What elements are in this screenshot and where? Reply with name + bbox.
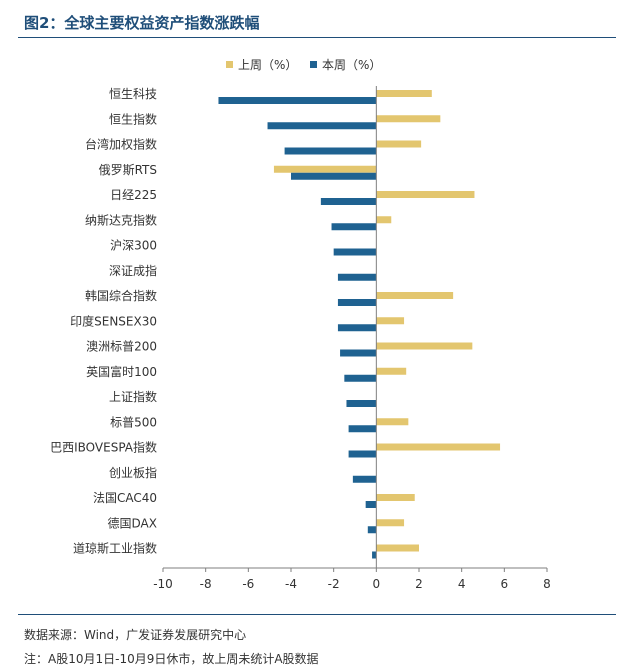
bar-last-week-12: [376, 367, 407, 375]
bar-this-week-15: [348, 450, 377, 458]
category-label-6: 纳斯达克指数: [85, 212, 157, 227]
source-note: 数据来源：Wind，广发证券发展研究中心: [24, 628, 247, 642]
bar-last-week-17: [376, 494, 415, 501]
bar-this-week-12: [344, 374, 377, 382]
category-label-7: 沪深300: [110, 239, 157, 253]
bar-last-week-9: [376, 292, 454, 299]
category-label-19: 道琼斯工业指数: [73, 541, 157, 556]
category-label-5: 日经225: [110, 188, 157, 202]
chart-title: 图2：全球主要权益资产指数涨跌幅: [24, 14, 260, 32]
legend: 上周（%） 本周（%）: [226, 58, 381, 72]
bar-last-week-10: [376, 317, 405, 325]
bar-last-week-11: [376, 342, 473, 350]
bar-last-week-6: [376, 216, 392, 224]
category-label-13: 上证指数: [109, 389, 157, 404]
x-tick-label-9: 6: [501, 577, 509, 591]
bar-this-week-5: [320, 198, 377, 205]
footer-divider: [18, 614, 616, 615]
category-label-14: 标普500: [110, 415, 157, 429]
bar-this-week-16: [352, 475, 377, 483]
bar-last-week-19: [376, 544, 419, 552]
category-label-16: 创业板指: [109, 465, 157, 480]
bar-this-week-17: [365, 501, 377, 508]
legend-swatch-1: [226, 61, 233, 68]
x-tick-label-8: 4: [458, 577, 466, 591]
bar-last-week-15: [376, 443, 501, 451]
bar-last-week-3: [376, 140, 422, 148]
bar-this-week-19: [372, 551, 377, 559]
bar-this-week-18: [367, 526, 377, 534]
bar-this-week-2: [267, 122, 377, 130]
category-label-1: 恒生科技: [109, 87, 157, 101]
x-tick-label-6: 0: [373, 577, 381, 591]
bar-this-week-3: [284, 147, 377, 155]
x-axis: -10 -8 -6 -4 -2 0 2 4 6 8: [153, 86, 551, 591]
legend-swatch-2: [310, 61, 317, 68]
x-tick-label-10: 8: [543, 577, 551, 591]
bar-this-week-7: [333, 248, 377, 256]
bar-this-week-4: [291, 172, 377, 180]
category-label-18: 德国DAX: [108, 515, 157, 530]
bar-this-week-1: [218, 97, 377, 104]
bar-last-week-5: [376, 191, 475, 198]
x-tick-label-2: -8: [200, 577, 212, 591]
bar-last-week-14: [376, 418, 409, 426]
bar-last-week-4: [273, 165, 377, 173]
category-label-12: 英国富时100: [86, 364, 157, 379]
bar-series: [218, 90, 501, 559]
category-label-15: 巴西IBOVESPA指数: [50, 440, 157, 455]
category-label-2: 恒生指数: [109, 111, 157, 126]
bar-this-week-10: [337, 324, 377, 332]
bar-this-week-8: [337, 273, 377, 281]
x-tick-label-7: 2: [415, 577, 423, 591]
bar-last-week-18: [376, 519, 405, 527]
legend-label-1: 上周（%）: [238, 58, 297, 72]
x-tick-label-5: -2: [328, 577, 340, 591]
category-label-9: 韩国综合指数: [85, 288, 157, 303]
footnote: 注：A股10月1日-10月9日休市，故上周未统计A股数据: [24, 652, 319, 666]
bar-last-week-2: [376, 115, 441, 123]
title-divider: [18, 37, 616, 38]
category-label-17: 法国CAC40: [93, 491, 157, 505]
x-tick-label-3: -6: [242, 577, 254, 591]
bar-this-week-11: [340, 349, 377, 357]
category-label-8: 深证成指: [109, 263, 157, 278]
bar-this-week-13: [346, 400, 377, 407]
category-label-3: 台湾加权指数: [85, 137, 157, 152]
bar-this-week-9: [337, 299, 377, 306]
x-tick-label-4: -4: [285, 577, 297, 591]
legend-label-2: 本周（%）: [322, 58, 381, 72]
category-label-4: 俄罗斯RTS: [99, 163, 157, 177]
category-label-10: 印度SENSEX30: [70, 313, 157, 328]
bar-last-week-1: [376, 90, 432, 97]
x-tick-label-1: -10: [153, 577, 173, 591]
category-label-11: 澳洲标普200: [86, 340, 157, 354]
bar-this-week-6: [331, 223, 377, 231]
bar-this-week-14: [348, 425, 377, 433]
